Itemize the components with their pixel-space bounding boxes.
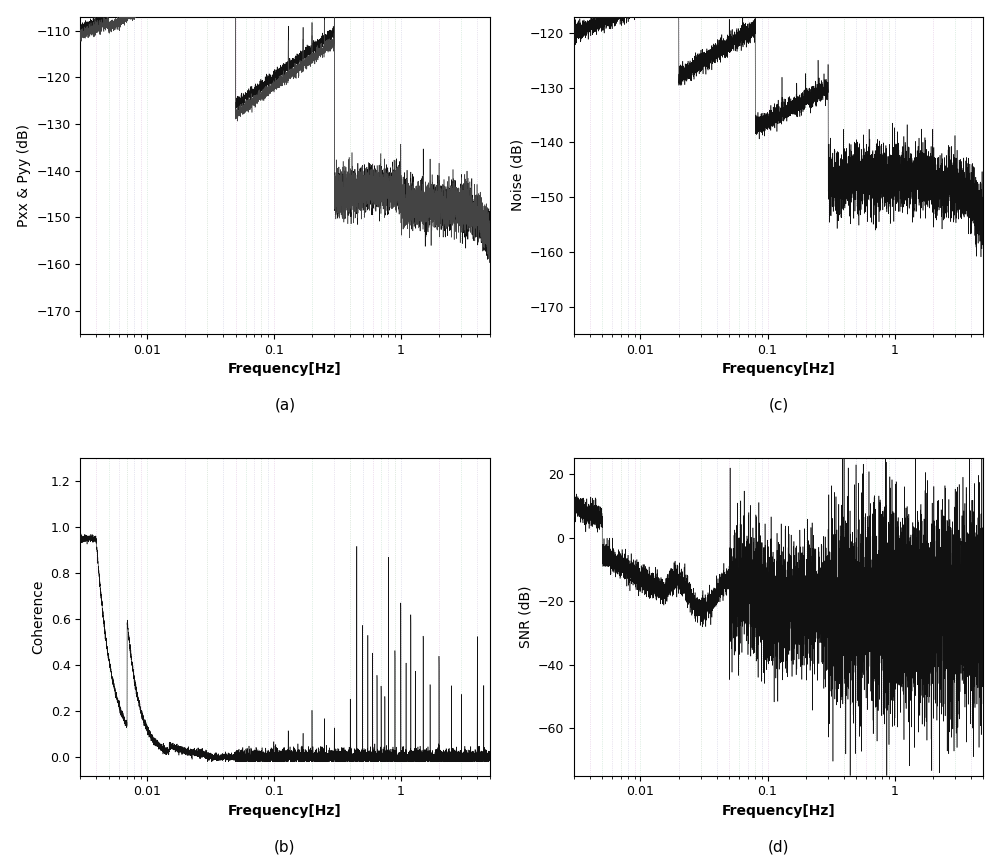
- Text: (a): (a): [274, 398, 296, 412]
- Y-axis label: SNR (dB): SNR (dB): [518, 586, 532, 648]
- Text: (c): (c): [769, 398, 789, 412]
- Y-axis label: Pxx & Pyy (dB): Pxx & Pyy (dB): [17, 124, 31, 227]
- Text: (d): (d): [768, 839, 789, 854]
- X-axis label: Frequency[Hz]: Frequency[Hz]: [228, 804, 342, 818]
- X-axis label: Frequency[Hz]: Frequency[Hz]: [722, 362, 836, 376]
- Y-axis label: Coherence: Coherence: [31, 580, 45, 654]
- X-axis label: Frequency[Hz]: Frequency[Hz]: [228, 362, 342, 376]
- X-axis label: Frequency[Hz]: Frequency[Hz]: [722, 804, 836, 818]
- Text: (b): (b): [274, 839, 296, 854]
- Y-axis label: Noise (dB): Noise (dB): [510, 139, 524, 212]
